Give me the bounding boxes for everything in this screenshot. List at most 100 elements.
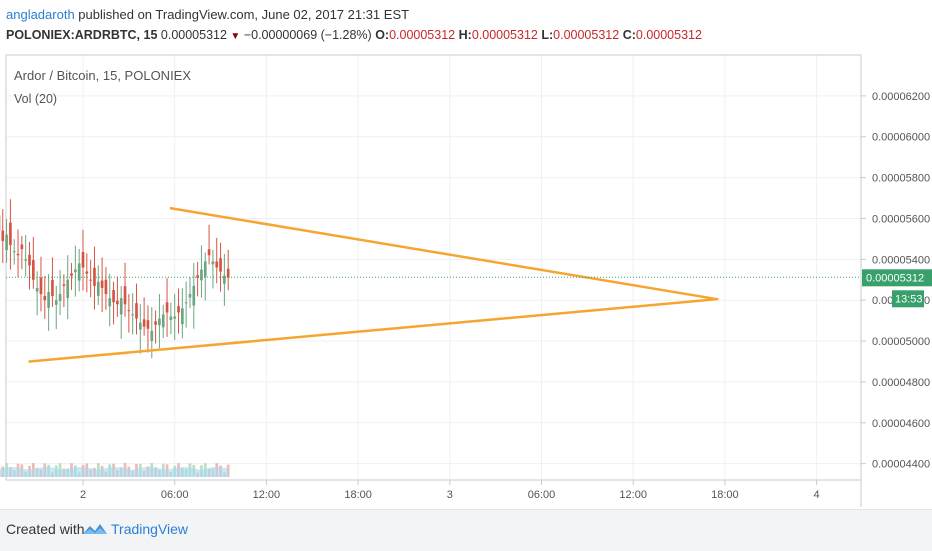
candle <box>112 282 115 325</box>
price-tick-label: 0.00004600 <box>872 418 930 430</box>
candle <box>166 278 169 337</box>
price-change: −0.00000069 (−1.28%) <box>244 28 372 42</box>
time-tick-label: 18:00 <box>344 489 372 501</box>
trendlines <box>30 208 718 361</box>
candle <box>212 250 215 289</box>
candle <box>108 274 111 327</box>
candle <box>162 305 165 338</box>
candle <box>89 260 92 297</box>
candle <box>66 255 69 319</box>
candle <box>227 250 230 291</box>
down-arrow-icon: ▼ <box>230 31 240 42</box>
candle <box>143 297 146 335</box>
footer: Created with TradingView <box>0 509 932 551</box>
close-value: 0.00005312 <box>636 28 702 42</box>
candle <box>105 267 108 310</box>
price-tick-label: 0.00005600 <box>872 213 930 225</box>
candle <box>124 263 127 317</box>
candle <box>101 257 104 312</box>
candle <box>154 311 157 344</box>
candle <box>219 243 222 292</box>
candle <box>147 305 150 352</box>
volume-bars <box>0 425 230 477</box>
time-tick-label: 06:00 <box>528 489 556 501</box>
time-tick-label: 3 <box>447 489 453 501</box>
candles <box>0 185 230 459</box>
tradingview-logo-icon <box>82 520 108 540</box>
candle <box>173 294 176 340</box>
candle <box>97 265 100 305</box>
candle <box>116 276 119 317</box>
candle <box>28 242 31 290</box>
price-tick-label: 0.00005800 <box>872 173 930 185</box>
candle <box>131 293 134 334</box>
candle <box>55 286 58 329</box>
created-with-text: Created with <box>6 521 85 537</box>
time-tick-label: 18:00 <box>711 489 739 501</box>
time-axis: 2 06:00 12:00 18:00 3 06:00 12:00 18:00 4 <box>80 480 820 501</box>
time-tick-label: 4 <box>814 489 820 501</box>
candle <box>43 276 46 319</box>
candle <box>192 263 195 329</box>
candle <box>189 277 192 308</box>
time-tick-label: 2 <box>80 489 86 501</box>
time-tick-label: 06:00 <box>161 489 189 501</box>
candle <box>177 289 180 334</box>
price-tick-label: 0.00006000 <box>872 132 930 144</box>
volume-legend: Vol (20) <box>14 92 57 106</box>
candle <box>181 288 184 338</box>
candle <box>47 274 50 331</box>
price-tick-label: 0.00004400 <box>872 459 930 471</box>
published-text: published on TradingView.com, June 02, 2… <box>78 7 409 22</box>
candle <box>185 282 188 328</box>
price-tick-label: 0.00005400 <box>872 254 930 266</box>
close-label: C: <box>623 28 636 42</box>
candle <box>63 274 66 307</box>
candle <box>74 246 77 297</box>
chart-grid <box>6 55 861 480</box>
plot-area <box>6 55 861 480</box>
candle <box>36 271 39 315</box>
candle <box>170 303 173 334</box>
open-label: O: <box>375 28 389 42</box>
trendline-upper[interactable] <box>171 208 717 299</box>
candle <box>1 209 4 263</box>
candle <box>78 249 81 291</box>
time-tick-label: 12:00 <box>619 489 647 501</box>
candle <box>24 235 27 277</box>
candle <box>208 225 211 265</box>
candle <box>13 239 16 264</box>
publish-info: angladaroth published on TradingView.com… <box>6 7 409 22</box>
tradingview-link[interactable]: TradingView <box>111 521 188 537</box>
candle <box>139 304 142 353</box>
time-tick-label: 12:00 <box>253 489 281 501</box>
price-tick-label: 0.00004800 <box>872 377 930 389</box>
last-price-line: 0.00005312 13:53 <box>6 269 932 307</box>
candle <box>17 230 20 278</box>
chart-legend-title: Ardor / Bitcoin, 15, POLONIEX <box>14 68 191 83</box>
symbol-label: POLONIEX:ARDRBTC, 15 <box>6 28 157 42</box>
candle <box>215 238 218 283</box>
candle <box>223 254 226 306</box>
candle <box>32 237 35 289</box>
high-value: 0.00005312 <box>472 28 538 42</box>
author-link[interactable]: angladaroth <box>6 7 75 22</box>
price-tick-label: 0.00005000 <box>872 336 930 348</box>
price-chart[interactable]: 0.00004400 0.00004600 0.00004800 0.00005000… <box>0 52 932 507</box>
symbol-info-bar: POLONIEX:ARDRBTC, 15 0.00005312 ▼ −0.000… <box>6 28 702 42</box>
candle <box>200 245 203 297</box>
candle <box>70 263 73 290</box>
countdown-tag-label: 13:53 <box>895 293 923 305</box>
candle <box>158 294 161 348</box>
candle <box>120 286 123 339</box>
last-price-tag-label: 0.00005312 <box>866 272 924 284</box>
last-price: 0.00005312 <box>161 28 227 42</box>
candle <box>196 262 199 296</box>
candle <box>51 257 54 307</box>
candle <box>21 236 24 269</box>
candle <box>135 284 138 335</box>
low-label: L: <box>541 28 553 42</box>
price-tick-label: 0.00006200 <box>872 91 930 103</box>
open-value: 0.00005312 <box>389 28 455 42</box>
high-label: H: <box>459 28 472 42</box>
